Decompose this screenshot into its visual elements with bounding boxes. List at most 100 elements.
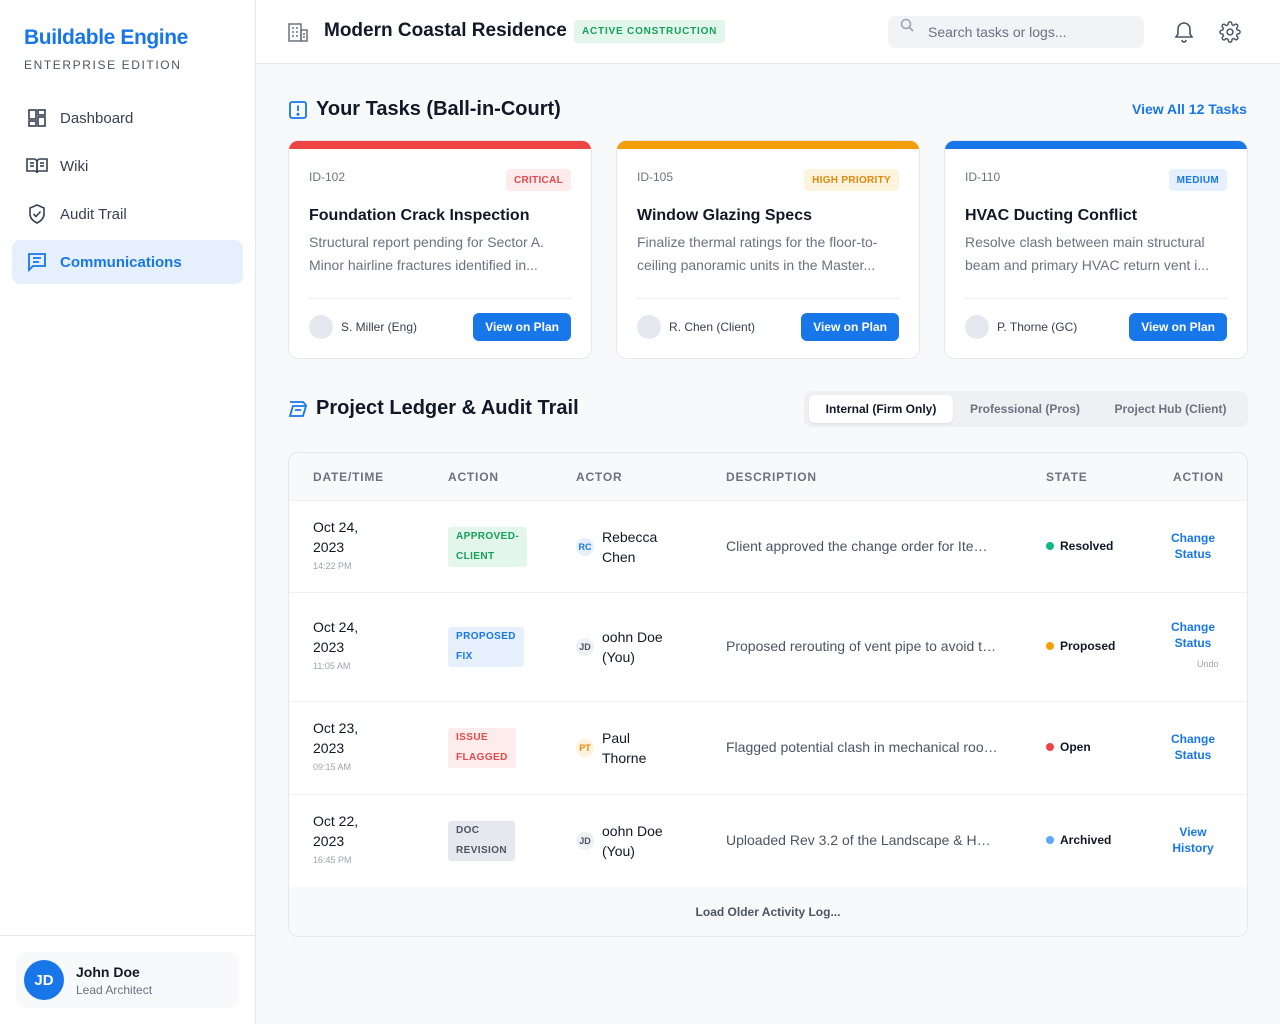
undo-link[interactable]: Undo	[1197, 659, 1219, 669]
shield-icon	[26, 203, 48, 225]
avatar	[309, 315, 333, 339]
date-line: 2023	[313, 539, 345, 555]
status-badge: ACTIVE CONSTRUCTION	[574, 20, 726, 43]
actor-name: Rebecca Chen	[602, 527, 682, 567]
task-card: ID-105 HIGH PRIORITY Window Glazing Spec…	[616, 140, 920, 359]
project-title: Modern Coastal Residence	[324, 20, 567, 41]
sidebar: Buildable Engine ENTERPRISE EDITION Dash…	[0, 0, 256, 1024]
task-description-line: Minor hairline fractures identified in..…	[309, 257, 538, 273]
status-dot	[1046, 642, 1054, 650]
description: Flagged potential clash in mechanical ro…	[726, 739, 998, 755]
view-on-plan-button[interactable]: View on Plan	[1129, 313, 1227, 341]
state-label: Proposed	[1060, 639, 1116, 653]
task-title: Window Glazing Specs	[637, 207, 812, 224]
avatar	[965, 315, 989, 339]
sidebar-item-communications[interactable]: Communications	[12, 240, 243, 284]
task-description: Structural report pending for Sector A. …	[309, 231, 571, 277]
actor-name-line: Paul	[602, 730, 631, 746]
user-card[interactable]: JD John Doe Lead Architect	[16, 952, 239, 1008]
date-line: 2023	[313, 833, 345, 849]
priority-badge: CRITICAL	[505, 169, 571, 191]
search-icon	[900, 18, 914, 37]
action-tag-line: APPROVED-	[456, 531, 520, 542]
priority-badge: MEDIUM	[1168, 169, 1227, 191]
actor-name-line: (You)	[602, 843, 635, 859]
top-header: Modern Coastal Residence ACTIVE CONSTRUC…	[256, 0, 1280, 64]
task-footer: P. Thorne (GC) View on Plan	[965, 298, 1227, 341]
table-header: DATE/TIME ACTION ACTOR DESCRIPTION STATE…	[289, 453, 1247, 501]
status-dot	[1046, 743, 1054, 751]
user-section: JD John Doe Lead Architect	[0, 935, 255, 1024]
link-line: Status	[1174, 547, 1212, 561]
user-role: Lead Architect	[76, 982, 153, 997]
view-all-tasks-link[interactable]: View All 12 Tasks	[1132, 101, 1247, 117]
task-card: ID-102 CRITICAL Foundation Crack Inspect…	[288, 140, 592, 359]
tab-project-hub[interactable]: Project Hub (Client)	[1114, 402, 1227, 416]
avatar: JD	[576, 832, 594, 850]
description: Uploaded Rev 3.2 of the Landscape & Hard…	[726, 832, 998, 848]
search-input[interactable]	[928, 24, 1128, 40]
time: 11:05 AM	[313, 661, 351, 671]
date-line: 2023	[313, 740, 345, 756]
view-on-plan-button[interactable]: View on Plan	[473, 313, 571, 341]
actor-name-line: Thorne	[602, 750, 647, 766]
date-line: Oct 22,	[313, 813, 359, 829]
gear-icon	[1219, 21, 1241, 43]
view-history-link[interactable]: View History	[1161, 824, 1225, 856]
load-older-button[interactable]: Load Older Activity Log...	[289, 887, 1247, 936]
table-row[interactable]: Oct 22, 2023 16:45 PM DOC REVISION JD oo…	[289, 795, 1247, 887]
sidebar-item-wiki[interactable]: Wiki	[12, 144, 243, 188]
tab-internal[interactable]: Internal (Firm Only)	[809, 395, 953, 423]
actor-name: oohn Doe (You)	[602, 627, 682, 667]
settings-button[interactable]	[1217, 19, 1243, 45]
chat-icon	[26, 251, 48, 273]
link-line: Status	[1174, 748, 1212, 762]
action-tag: APPROVED- CLIENT	[448, 527, 528, 567]
view-on-plan-button[interactable]: View on Plan	[801, 313, 899, 341]
column-header: STATE	[1046, 470, 1088, 484]
table-row[interactable]: Oct 24, 2023 11:05 AM PROPOSED FIX JD oo…	[289, 593, 1247, 702]
sidebar-item-audit-trail[interactable]: Audit Trail	[12, 192, 243, 236]
sidebar-item-dashboard[interactable]: Dashboard	[12, 96, 243, 140]
action-tag: ISSUE FLAGGED	[448, 728, 516, 768]
link-line: Change	[1170, 732, 1215, 746]
date-line: Oct 24,	[313, 619, 359, 635]
ledger-heading: Project Ledger & Audit Trail	[288, 397, 579, 420]
task-description-line: Finalize thermal ratings for the floor-t…	[637, 234, 878, 250]
task-title: Foundation Crack Inspection	[309, 207, 530, 224]
link-line: History	[1172, 841, 1214, 855]
change-status-link[interactable]: Change Status	[1161, 619, 1225, 651]
change-status-link[interactable]: Change Status	[1161, 530, 1225, 562]
table-row[interactable]: Oct 24, 2023 14:22 PM APPROVED- CLIENT R…	[289, 501, 1247, 593]
tasks-title: Your Tasks (Ball-in-Court)	[316, 98, 561, 120]
actor-name-line: oohn Doe	[602, 629, 663, 645]
notifications-button[interactable]	[1171, 19, 1197, 45]
tasks-heading: Your Tasks (Ball-in-Court)	[288, 98, 561, 121]
change-status-link[interactable]: Change Status	[1161, 731, 1225, 763]
time: 16:45 PM	[313, 855, 352, 865]
time: 14:22 PM	[313, 561, 352, 571]
status-dot	[1046, 542, 1054, 550]
avatar	[637, 315, 661, 339]
actor-name-line: Rebecca	[602, 529, 658, 545]
task-card: ID-110 MEDIUM HVAC Ducting Conflict Reso…	[944, 140, 1248, 359]
building-icon	[287, 21, 309, 48]
bell-icon	[1174, 22, 1194, 43]
date: Oct 24, 2023	[313, 617, 393, 657]
action-tag-line: ISSUE	[456, 732, 489, 743]
book-icon	[26, 155, 48, 177]
user-name: John Doe	[76, 963, 140, 980]
assignee: P. Thorne (GC)	[997, 320, 1078, 334]
tab-professional[interactable]: Professional (Pros)	[969, 402, 1081, 416]
app-name[interactable]: Buildable Engine	[24, 26, 188, 49]
brand: Buildable Engine ENTERPRISE EDITION	[24, 26, 188, 72]
action-tag: DOC REVISION	[448, 821, 515, 861]
state-label: Archived	[1060, 833, 1112, 847]
sidebar-item-label: Wiki	[60, 157, 89, 175]
avatar: JD	[576, 638, 594, 656]
table-row[interactable]: Oct 23, 2023 09:15 AM ISSUE FLAGGED PT P…	[289, 702, 1247, 795]
priority-bar	[289, 141, 591, 149]
task-footer: R. Chen (Client) View on Plan	[637, 298, 899, 341]
column-header: ACTION	[448, 470, 499, 484]
link-line: Change	[1170, 531, 1215, 545]
